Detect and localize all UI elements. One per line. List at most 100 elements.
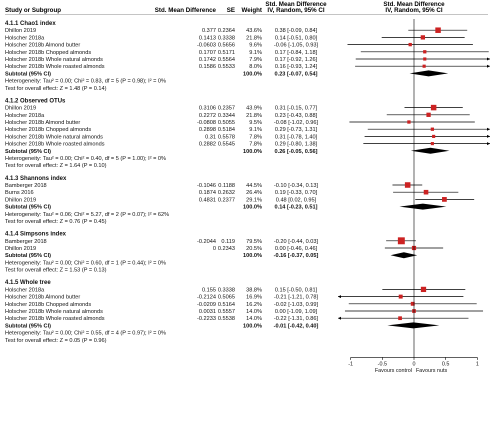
subgroup-2-study-5-smd: 0.31 [205, 134, 216, 140]
subgroup-2-study-5-ci-arrow [487, 134, 490, 138]
subgroup-2-study-4-marker [430, 127, 435, 131]
subgroup-4-subtotal-label: Subtotal (95% CI) [5, 253, 51, 259]
subgroup-5-study-2-name: Holscher 2018b Almond butter [5, 295, 80, 301]
subgroup-5-study-4-smd: 0.0031 [199, 309, 216, 315]
subgroup-1-study-6-weight: 8.0% [249, 64, 262, 70]
subgroup-2-study-3-marker [407, 120, 411, 124]
subgroup-2-subtotal-label: Subtotal (95% CI) [5, 149, 51, 155]
subgroup-5-study-1-ci-text: 0.15 [-0.50, 0.81] [275, 287, 318, 293]
subgroup-1-study-3-smd: -0.0603 [197, 43, 216, 49]
subgroup-5-study-4-ci-text: 0.00 [-1.09, 1.09] [275, 309, 318, 315]
subgroup-1-study-5-smd: 0.1742 [199, 57, 216, 63]
subgroup-5-study-5-ci-arrow-left [338, 316, 341, 320]
subgroup-4-overall-effect: Test for overall effect: Z = 1.53 (P = 0… [5, 268, 107, 274]
x-tick-label-4: 0.5 [442, 361, 450, 367]
subgroup-3-subtotal-diamond [399, 203, 447, 210]
subgroup-2-study-3-ci-text: -0.08 [-1.02, 0.96] [274, 120, 319, 126]
subgroup-2-study-6-ci-text: 0.29 [-0.80, 1.38] [275, 142, 318, 148]
subgroup-2-study-3-name: Holscher 2018b Almond butter [5, 120, 80, 126]
subgroup-1-study-2-marker [420, 35, 426, 40]
subgroup-4-study-1-name: Bamberger 2018 [5, 239, 47, 245]
subgroup-1-subtotal-ci-text: 0.23 [-0.07, 0.54] [275, 71, 318, 77]
subgroup-3-subtotal-label: Subtotal (95% CI) [5, 205, 51, 211]
subgroup-2-study-3-weight: 9.5% [249, 120, 262, 126]
subgroup-3-study-3-ci-text: 0.48 [0.02, 0.95] [276, 197, 317, 203]
subgroup-2-study-1-marker [430, 104, 437, 111]
subgroup-3-study-1-se: 0.1188 [218, 183, 235, 189]
subgroup-2-study-2-smd: 0.2272 [199, 113, 216, 119]
header-plot-line1: Std. Mean Difference [383, 1, 445, 8]
subgroup-1-study-3-ci-text: -0.06 [-1.05, 0.93] [274, 43, 319, 49]
subgroup-1-study-3-name: Holscher 2018b Almond butter [5, 43, 80, 49]
header-study: Study or Subgroup [5, 7, 61, 14]
subgroup-4-study-1-marker [397, 237, 405, 245]
subgroup-3-study-3-weight: 29.1% [246, 197, 262, 203]
subgroup-3-study-1-ci-text: -0.10 [-0.34, 0.13] [274, 183, 319, 189]
subgroup-1-study-5-weight: 7.9% [249, 57, 262, 63]
header-se: SE [227, 7, 235, 14]
x-tick-label-3: 0 [413, 361, 416, 367]
subgroup-1-study-5-se: 0.5564 [218, 57, 235, 63]
subgroup-1-heterogeneity: Heterogeneity: Tau² = 0.00; Chi² = 0.83,… [5, 79, 166, 85]
subgroup-2-study-2-ci-text: 0.23 [-0.43, 0.88] [275, 113, 318, 119]
subgroup-2-study-4-name: Holscher 2018b Chopped almonds [5, 127, 91, 133]
subgroup-4-study-2-name: Dhillon 2019 [5, 246, 36, 252]
subgroup-2-study-6-smd: 0.2882 [199, 142, 216, 148]
subgroup-5-study-4-name: Holscher 2018b Whole natural almonds [5, 309, 103, 315]
subgroup-5-study-5-smd: -0.2233 [197, 316, 216, 322]
subgroup-5-study-1-smd: 0.155 [202, 287, 216, 293]
subgroup-5-study-2-smd: -0.2124 [197, 295, 216, 301]
header-ci-line2: IV, Random, 95% CI [267, 7, 324, 14]
subgroup-2-study-6-ci-arrow [487, 142, 490, 146]
subgroup-2-heterogeneity: Heterogeneity: Tau² = 0.00; Chi² = 0.40,… [5, 156, 166, 162]
x-tick-label-1: -1 [348, 361, 353, 367]
subgroup-3-subtotal-weight: 100.0% [243, 205, 262, 211]
subgroup-3-title: 4.1.3 Shannons index [5, 176, 67, 182]
subgroup-5-study-3-marker [410, 301, 415, 306]
subgroup-2-study-1-smd: 0.3106 [199, 106, 216, 112]
subgroup-2-study-6-marker [430, 142, 434, 146]
subgroup-2-study-1-name: Dhillon 2019 [5, 106, 36, 112]
subgroup-2-study-2-se: 0.3344 [218, 113, 235, 119]
subgroup-4-study-2-smd: 0 [213, 246, 216, 252]
subgroup-2-study-3-smd: -0.0808 [197, 120, 216, 126]
subgroup-2-study-4-se: 0.5184 [218, 127, 235, 133]
subgroup-4-study-1-ci-text: -0.20 [-0.44, 0.03] [274, 239, 319, 245]
subgroup-1-study-4-smd: 0.1707 [199, 50, 216, 56]
subgroup-4-study-2-se: 0.2343 [218, 246, 235, 252]
subgroup-3-study-2-marker [423, 189, 429, 195]
header-smd: Std. Mean Difference [155, 7, 217, 14]
subgroup-5-study-1-name: Holscher 2018a [5, 287, 45, 293]
subgroup-5-study-1-marker [420, 286, 427, 293]
subgroup-1-study-5-name: Holscher 2018b Whole natural almonds [5, 57, 103, 63]
subgroup-2-study-5-marker [432, 134, 436, 138]
subgroup-5-study-3-weight: 16.2% [246, 302, 262, 308]
header-ci-line1: Std. Mean Difference [265, 1, 327, 8]
subgroup-1-subtotal-diamond [409, 70, 449, 77]
subgroup-1-study-1-name: Dhillon 2019 [5, 28, 36, 34]
subgroup-5-study-3-name: Holscher 2018b Chopped almonds [5, 302, 91, 308]
subgroup-5-study-3-se: 0.5164 [218, 302, 235, 308]
subgroup-2-study-4-smd: 0.2898 [199, 127, 216, 133]
subgroup-1-study-6-ci-text: 0.16 [-0.93, 1.24] [275, 64, 318, 70]
subgroup-1-study-4-name: Holscher 2018b Chopped almonds [5, 50, 91, 56]
subgroup-1-overall-effect: Test for overall effect: Z = 1.48 (P = 0… [5, 86, 107, 92]
subgroup-3-study-1-name: Bamberger 2018 [5, 183, 47, 189]
subgroup-1-title: 4.1.1 Chao1 index [5, 21, 56, 27]
subgroup-5-study-1-se: 0.3338 [218, 287, 235, 293]
subgroup-5-study-3-ci-text: -0.02 [-1.03, 0.99] [274, 302, 319, 308]
subgroup-5-study-2-ci-text: -0.21 [-1.21, 0.78] [274, 295, 319, 301]
subgroup-3-study-2-weight: 26.4% [246, 190, 262, 196]
subgroup-5-study-5-ci-text: -0.22 [-1.31, 0.86] [274, 316, 319, 322]
subgroup-2-study-6-weight: 7.8% [249, 142, 262, 148]
subgroup-4-study-1-weight: 79.5% [246, 239, 262, 245]
subgroup-5-subtotal-ci-text: -0.01 [-0.42, 0.40] [274, 323, 319, 329]
subgroup-5-overall-effect: Test for overall effect: Z = 0.05 (P = 0… [5, 338, 107, 344]
subgroup-1-study-3-marker [408, 42, 412, 47]
subgroup-2-study-4-ci-arrow [487, 127, 490, 131]
subgroup-3-study-2-smd: 0.1874 [199, 190, 216, 196]
subgroup-1-study-4-ci-text: 0.17 [-0.84, 1.18] [275, 50, 318, 56]
header-plot-line2: IV, Random, 95% CI [385, 7, 442, 14]
subgroup-2-study-1-ci-text: 0.31 [-0.15, 0.77] [275, 106, 318, 112]
subgroup-2-study-5-se: 0.5578 [218, 134, 235, 140]
